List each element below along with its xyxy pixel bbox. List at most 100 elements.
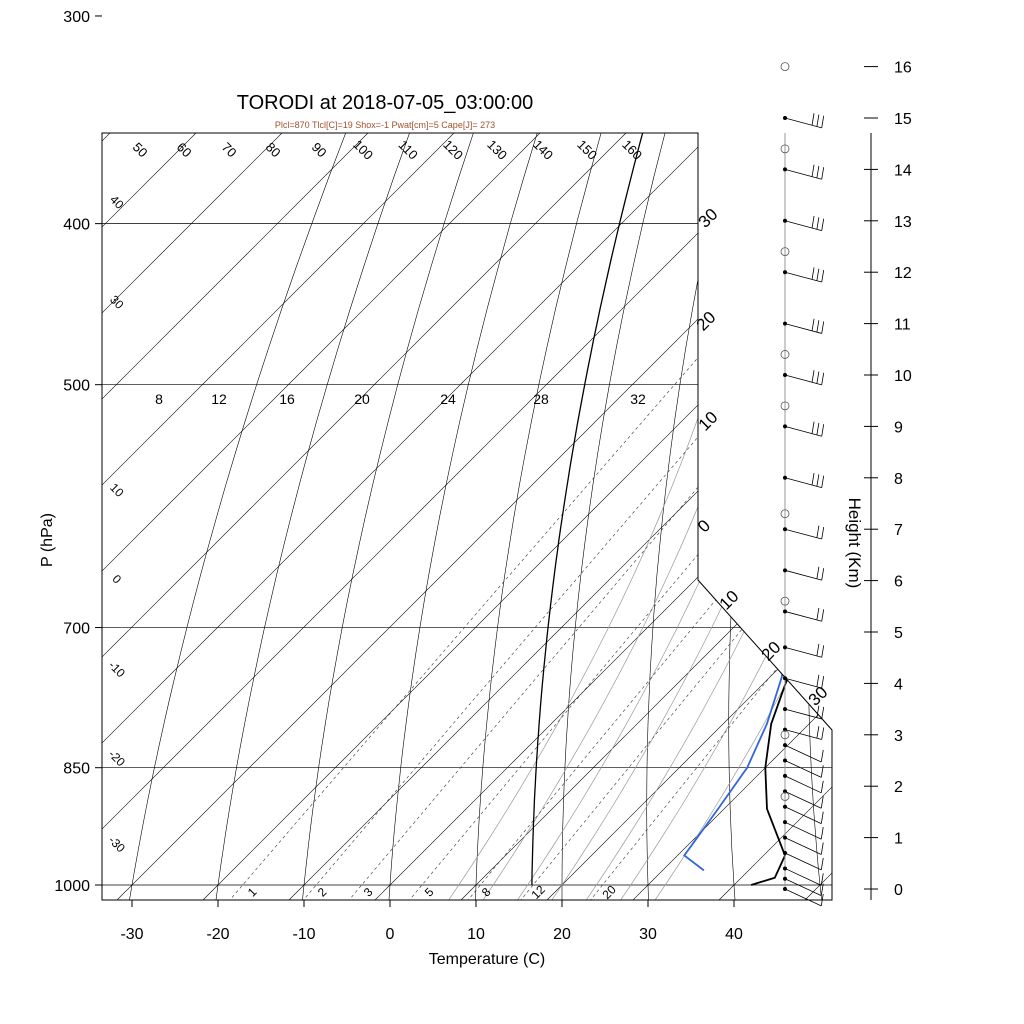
moist-adiabat-label: 20 — [354, 391, 370, 407]
wind-barb-feather — [821, 424, 825, 437]
wind-barb-feather — [821, 727, 825, 740]
theta-label: -20 — [106, 747, 128, 769]
moist-adiabat — [537, 133, 832, 900]
height-marker — [780, 350, 790, 359]
wind-barb-feather — [821, 526, 825, 540]
wind-barb-feather — [816, 422, 820, 436]
height-tick-label: 7 — [894, 522, 903, 539]
isotherm — [102, 133, 832, 900]
height-marker — [780, 596, 790, 606]
wind-barb-feather — [811, 318, 815, 331]
moist-adiabat-label: 12 — [211, 391, 227, 407]
isotherm — [612, 133, 832, 900]
wind-barb-feather — [820, 842, 824, 855]
wind-barb-feather — [816, 217, 820, 230]
height-tick-label: 0 — [894, 882, 903, 899]
wind-barb-shaft — [784, 477, 822, 489]
wind-barb-shaft — [784, 821, 822, 840]
height-tick-label: 10 — [894, 368, 912, 385]
moist-adiabat — [434, 133, 796, 900]
isotherm-label: 20 — [693, 308, 720, 335]
isotherm — [784, 133, 832, 900]
wind-barb-feather — [811, 267, 815, 280]
wind-barb-feather — [816, 320, 820, 333]
dry-adiabat — [387, 133, 832, 900]
moist-adiabat-label: 16 — [279, 391, 295, 407]
wind-barb-feather — [811, 164, 815, 177]
wind-barb-feather — [821, 218, 825, 231]
dry-adiabat — [474, 133, 832, 900]
wind-barb-feather — [821, 706, 825, 720]
chart-subtitle: Plcl=870 Tlcl[C]=19 Shox=-1 Pwat[cm]=5 C… — [275, 120, 495, 130]
mixing-ratio-label: 8 — [479, 885, 494, 900]
dry-parcel-line — [531, 133, 832, 886]
moist-adiabat — [606, 133, 832, 900]
plot-frame — [101, 132, 833, 901]
x-tick-label: 20 — [553, 926, 571, 943]
pressure-tick-label: 500 — [63, 378, 90, 395]
height-tick-label: 4 — [894, 676, 903, 693]
wind-barb-feather — [816, 607, 820, 621]
wind-barb-feather — [820, 883, 824, 896]
dry-adiabat — [300, 133, 832, 900]
wind-barb-feather — [816, 165, 820, 179]
isotherm — [354, 133, 832, 900]
wind-barb-feather — [816, 474, 820, 487]
wind-barb-shaft — [784, 323, 822, 334]
wind-barb-shaft — [784, 220, 822, 232]
isotherm — [102, 133, 832, 900]
wind-barb-shaft — [784, 852, 822, 871]
theta-label: 60 — [174, 139, 195, 160]
wind-barb-feather — [816, 525, 820, 538]
moist-adiabat — [503, 133, 832, 900]
dry-adiabat — [213, 133, 831, 900]
isotherm — [526, 133, 832, 900]
x-axis: -30 -20 -10 0 10 20 30 40 — [120, 900, 743, 943]
x-tick-label: -10 — [292, 926, 315, 943]
theta-label: 80 — [263, 139, 284, 160]
wind-barb-shaft — [784, 806, 822, 825]
theta-label: 50 — [130, 139, 151, 160]
moist-adiabat-label: 8 — [155, 391, 163, 407]
isotherm — [102, 133, 832, 900]
x-tick-label: 10 — [467, 926, 485, 943]
height-tick-label: 16 — [894, 60, 912, 77]
pressure-axis: 1001502002503004005007008501000 — [54, 9, 102, 895]
wind-barb-feather — [821, 676, 825, 689]
dewpoint-line — [683, 133, 832, 872]
mixing-ratio-line — [331, 223, 832, 900]
moist-adiabat-label: 28 — [533, 391, 549, 407]
height-tick-label: 11 — [894, 317, 911, 334]
isotherm — [102, 133, 832, 900]
theta-label: 10 — [107, 480, 127, 500]
wind-barb-feather — [821, 568, 825, 581]
wind-barb-feather — [820, 827, 824, 840]
mixing-ratio-label: 3 — [361, 885, 376, 900]
mixing-ratio-label: 2 — [315, 885, 330, 900]
moist-adiabat — [572, 133, 832, 900]
pressure-tick-label: 700 — [63, 621, 90, 638]
wind-barb-feather — [820, 893, 824, 906]
height-tick-label: 15 — [894, 111, 912, 128]
moist-adiabat — [641, 133, 832, 900]
theta-label: -10 — [106, 658, 128, 680]
wind-barb-feather — [816, 705, 820, 718]
height-marker — [780, 62, 790, 71]
wind-barb-shaft — [784, 729, 822, 740]
theta-label: 70 — [219, 139, 240, 160]
wind-barb-feather — [811, 215, 815, 229]
wind-barb-feather — [816, 268, 820, 281]
x-tick-label: -30 — [120, 926, 143, 943]
plot-grid — [102, 133, 832, 900]
mixing-ratio-label: 1 — [245, 885, 260, 900]
wind-barb-shaft — [784, 528, 822, 540]
wind-barb-shaft — [784, 677, 822, 689]
wind-barb-feather — [811, 370, 815, 383]
wind-barb-shaft — [784, 744, 822, 763]
height-marker — [780, 144, 790, 154]
chart-title: TORODI at 2018-07-05_03:00:00 — [237, 92, 533, 114]
height-axis-label: Height (Km) — [845, 498, 864, 589]
wind-barb-shaft — [784, 760, 822, 778]
wind-barb-shaft — [784, 868, 822, 886]
